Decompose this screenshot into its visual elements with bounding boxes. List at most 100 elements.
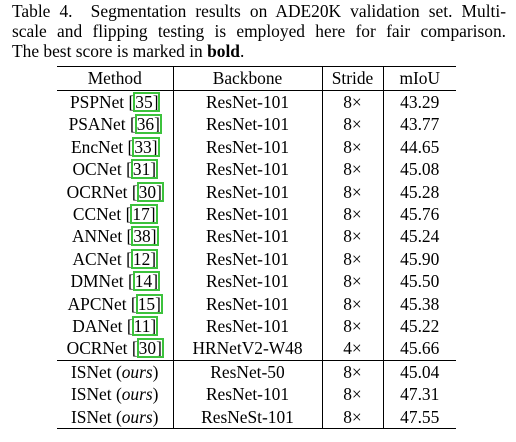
caption-text: .	[239, 41, 245, 61]
method-cell: ISNet (ours)	[57, 383, 174, 406]
table-row: DMNet [14] ResNet-101 8× 45.50	[57, 270, 456, 293]
citation-link[interactable]: 38]	[131, 226, 159, 247]
miou-cell: 45.04	[383, 359, 456, 384]
miou-cell: 45.66	[400, 338, 440, 359]
backbone-cell: ResNet-101	[173, 315, 323, 338]
backbone-cell: HRNetV2-W48	[173, 337, 323, 361]
table-row: EncNet [33] ResNet-101 8× 44.65	[57, 135, 456, 159]
miou-cell: 45.50	[400, 271, 440, 292]
stride-cell: 8×	[322, 292, 384, 316]
citation-number[interactable]: 12	[132, 248, 151, 269]
citation-number[interactable]: 31	[132, 159, 151, 180]
method-name: ISNet	[71, 384, 112, 405]
stride-cell: 8×	[322, 315, 384, 338]
table-row: OCNet [31] ResNet-101 8× 45.08	[57, 158, 456, 181]
method-name: ISNet	[71, 406, 112, 427]
backbone-cell: ResNet-101	[173, 225, 323, 248]
method-name: OCRNet	[66, 338, 128, 359]
header-row: Method Backbone Stride mIoU	[57, 66, 456, 91]
method-cell: DANet [11]	[57, 315, 174, 338]
method-name: APCNet	[67, 293, 127, 314]
method-cell: ISNet (ours)	[57, 359, 174, 384]
table-row: DANet [11] ResNet-101 8× 45.22	[57, 315, 456, 338]
citation-number[interactable]: 17	[132, 204, 150, 225]
method-name: PSANet	[68, 114, 126, 135]
citation-link[interactable]: 11]	[131, 316, 159, 337]
citation-link[interactable]: 17]	[130, 204, 158, 225]
citation-link[interactable]: 30]	[136, 181, 164, 202]
backbone-cell: ResNet-50	[173, 359, 323, 384]
best-miou-cell: 47.55	[383, 405, 456, 430]
stride-cell: 8×	[322, 270, 384, 293]
citation-number[interactable]: 11	[133, 316, 151, 337]
citation-link[interactable]: 12]	[130, 248, 159, 269]
miou-cell: 45.90	[400, 248, 440, 269]
citation-number[interactable]: 30	[138, 181, 157, 202]
header-method: Method	[57, 66, 174, 91]
caption-bold-word: bold	[207, 41, 240, 61]
table-row: PSANet [36] ResNet-101 8× 43.77	[57, 113, 456, 136]
miou-cell: 44.65	[400, 136, 440, 157]
method-cell: ISNet (ours)	[57, 405, 174, 430]
stride-cell: 8×	[322, 158, 384, 181]
table-row: ACNet [12] ResNet-101 8× 45.90	[57, 247, 456, 271]
table-caption: Table 4. Segmentation results on ADE20K …	[12, 1, 506, 61]
backbone-cell: ResNet-101	[173, 180, 323, 204]
miou-cell: 47.31	[400, 384, 440, 405]
method-name: ACNet	[72, 248, 122, 269]
ours-tag: ours	[121, 384, 153, 405]
backbone-cell: ResNet-101	[173, 383, 323, 406]
table-row-ours: ISNet (ours) ResNeSt-101 8× 47.55	[57, 405, 456, 430]
stride-cell: 8×	[322, 113, 384, 136]
method-cell: PSANet [36]	[57, 113, 174, 136]
citation-link[interactable]: 33]	[132, 136, 160, 157]
citation-link[interactable]: 14]	[132, 271, 160, 292]
stride-cell: 8×	[322, 225, 384, 248]
citation-link[interactable]: 30]	[136, 338, 164, 359]
stride-cell: 8×	[322, 405, 384, 430]
citation-link[interactable]: 35]	[133, 92, 161, 112]
caption-line-1: Table 4. Segmentation results on ADE20K …	[12, 1, 506, 21]
backbone-cell: ResNet-101	[173, 203, 323, 226]
citation-number[interactable]: 38	[133, 226, 151, 247]
caption-text: Segmentation results on ADE20K validatio…	[90, 1, 506, 21]
method-name: CCNet	[72, 204, 122, 225]
method-name: EncNet	[71, 136, 124, 157]
method-cell: ANNet [38]	[57, 225, 174, 248]
citation-link[interactable]: 15]	[135, 293, 163, 314]
stride-cell: 8×	[322, 90, 384, 114]
backbone-cell: ResNet-101	[173, 270, 323, 293]
citation-link[interactable]: 31]	[130, 159, 159, 180]
method-cell: OCRNet [30]	[57, 337, 174, 361]
caption-label: Table 4.	[12, 1, 73, 21]
citation-number[interactable]: 35	[135, 92, 153, 112]
baseline-rows: PSPNet [35] ResNet-101 8× 43.29 PSANet [36] R…	[57, 90, 456, 361]
backbone-cell: ResNet-101	[173, 158, 323, 181]
miou-cell: 45.22	[400, 316, 440, 337]
citation-link[interactable]: 36]	[134, 114, 162, 135]
caption-text: The best score is marked in	[12, 41, 208, 61]
table-row-ours: ISNet (ours) ResNet-50 8× 45.04	[57, 359, 456, 384]
method-name: PSPNet	[70, 92, 125, 112]
table-row: OCRNet [30] HRNetV2-W48 4× 45.66	[57, 337, 456, 361]
ours-tag: ours	[121, 406, 153, 427]
method-name: DANet	[72, 316, 123, 337]
table-row: ANNet [38] ResNet-101 8× 45.24	[57, 225, 456, 248]
citation-number[interactable]: 36	[136, 114, 155, 135]
method-cell: PSPNet [35]	[57, 90, 174, 114]
stride-cell: 4×	[322, 337, 384, 361]
backbone-cell: ResNet-101	[173, 135, 323, 159]
citation-number[interactable]: 14	[134, 271, 153, 292]
table-row-ours: ISNet (ours) ResNet-101 8× 47.31	[57, 383, 456, 406]
citation-number[interactable]: 15	[137, 293, 156, 314]
stride-cell: 8×	[322, 383, 384, 406]
method-cell: EncNet [33]	[57, 135, 174, 159]
results-table: Method Backbone Stride mIoU PSPNet [35] R…	[57, 66, 456, 430]
miou-cell: 45.28	[400, 181, 440, 202]
method-cell: DMNet [14]	[57, 270, 174, 293]
citation-number[interactable]: 33	[134, 136, 152, 157]
citation-number[interactable]: 30	[138, 338, 157, 359]
miou-cell: 43.29	[400, 92, 440, 112]
stride-cell: 8×	[322, 247, 384, 271]
miou-cell: 45.76	[400, 204, 440, 225]
